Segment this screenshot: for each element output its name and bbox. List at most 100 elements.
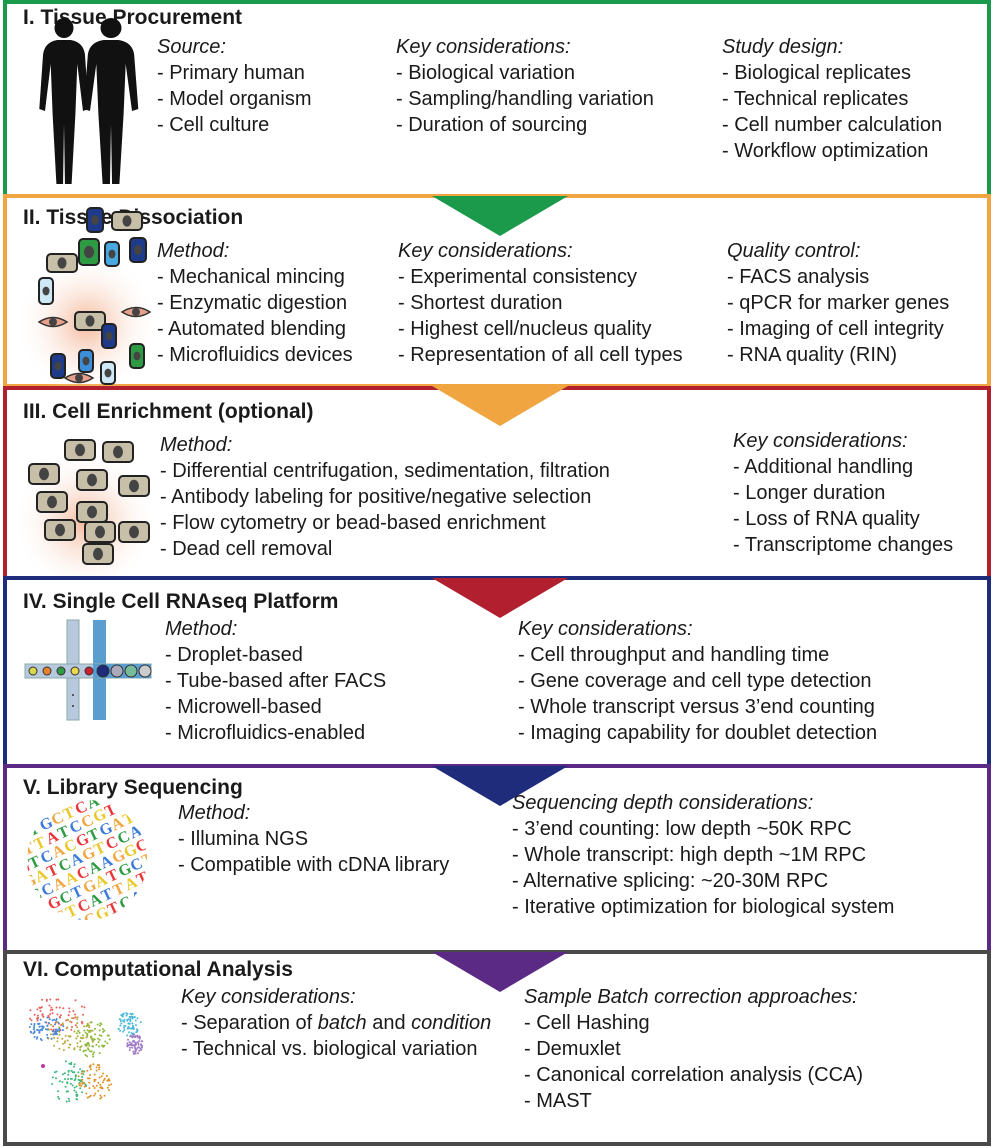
list-item: - Tube-based after FACS <box>165 670 387 692</box>
list-item: - qPCR for marker genes <box>727 292 950 314</box>
list-item: - Microwell-based <box>165 696 322 718</box>
list-item: - Microfluidics-enabled <box>165 722 366 744</box>
list-item: - Enzymatic digestion <box>157 292 348 314</box>
list-item: - MAST <box>524 1090 592 1112</box>
list-item: - Gene coverage and cell type detection <box>518 670 872 692</box>
column-2: Sequencing depth considerations: - 3’end … <box>512 790 894 920</box>
section-2: II. Tissue Dissociation Method: - Mechanic… <box>3 194 991 396</box>
list-item: - Imaging of cell integrity <box>727 318 944 340</box>
svg-text:C: C <box>54 800 72 810</box>
list-item: - Transcriptome changes <box>733 534 954 556</box>
column-label: Key considerations: <box>398 240 573 262</box>
list-item: - Cell culture <box>157 114 270 136</box>
column-3: Study design: - Biological replicates - Te… <box>722 34 942 164</box>
list-item: - Canonical correlation analysis (CCA) <box>524 1064 864 1086</box>
flow-arrow-icon <box>432 952 568 992</box>
svg-text:C: C <box>151 844 152 864</box>
list-item: - Microfluidics devices <box>157 344 353 366</box>
list-item: - Duration of sourcing <box>396 114 588 136</box>
svg-text:C: C <box>72 800 90 818</box>
svg-text:C: C <box>70 915 88 925</box>
column-1: Method: - Mechanical mincing - Enzymatic d… <box>157 238 353 368</box>
column-2: Sample Batch correction approaches: - Cel… <box>524 984 863 1114</box>
svg-text:C: C <box>140 882 152 902</box>
column-label: Sequencing depth considerations: <box>512 792 814 814</box>
section-3: III. Cell Enrichment (optional) Method: - … <box>3 386 991 594</box>
human-silhouettes-icon <box>19 14 149 199</box>
column-2: Key considerations: - Experimental consis… <box>398 238 683 368</box>
list-item: - Longer duration <box>733 482 886 504</box>
column-label: Method: <box>157 240 230 262</box>
column-1: Key considerations: - Separation of batch… <box>181 984 491 1062</box>
svg-text:C: C <box>135 901 152 921</box>
column-label: Source: <box>157 36 226 58</box>
section-title: VI. Computational Analysis <box>23 958 293 981</box>
list-item: - Additional handling <box>733 456 914 478</box>
list-item: - Technical vs. biological variation <box>181 1038 478 1060</box>
column-label: Quality control: <box>727 240 861 262</box>
svg-text:T: T <box>96 800 113 807</box>
tsne-scatter-icon <box>17 984 157 1129</box>
svg-text:C: C <box>81 910 99 925</box>
svg-text:T: T <box>28 918 45 925</box>
column-label: Method: <box>165 618 238 640</box>
list-item: - Biological replicates <box>722 62 911 84</box>
list-item: - Shortest duration <box>398 292 563 314</box>
column-label: Key considerations: <box>733 430 908 452</box>
column-label: Key considerations: <box>181 986 356 1008</box>
svg-text:G: G <box>40 912 59 925</box>
dna-sequence-icon: ACAAGGCTGATGTGATGCTCATTACATTATCCGTCACGTC… <box>27 800 152 930</box>
list-item: - Compatible with cDNA library <box>178 854 450 876</box>
svg-text:C: C <box>132 803 150 823</box>
list-item: - Automated blending <box>157 318 347 340</box>
column-label: Study design: <box>722 36 844 58</box>
svg-text:T: T <box>27 839 37 859</box>
list-item: - RNA quality (RIN) <box>727 344 898 366</box>
list-item: - FACS analysis <box>727 266 870 288</box>
list-item: - Antibody labeling for positive/negativ… <box>160 486 592 508</box>
section-title: I. Tissue Procurement <box>23 6 243 29</box>
svg-text:A: A <box>27 904 40 924</box>
column-2: Key considerations: - Biological variatio… <box>396 34 654 138</box>
section-title: III. Cell Enrichment (optional) <box>23 400 314 423</box>
svg-text:T: T <box>145 831 152 851</box>
svg-text:T: T <box>139 850 152 870</box>
column-3: Quality control: - FACS analysis - qPCR fo… <box>727 238 949 368</box>
column-1: Method: - Droplet-based - Tube-based after… <box>165 616 386 746</box>
list-item: - Cell Hashing <box>524 1012 650 1034</box>
flow-arrow-icon <box>432 766 568 806</box>
svg-text:T: T <box>58 921 75 925</box>
list-item: - Whole transcript versus 3’end counting <box>518 696 875 718</box>
list-item: - Cell number calculation <box>722 114 943 136</box>
list-item: - Iterative optimization for biological … <box>512 896 895 918</box>
list-item: - Alternative splicing: ~20-30M RPC <box>512 870 829 892</box>
column-label: Key considerations: <box>518 618 693 640</box>
svg-text:A: A <box>27 806 37 826</box>
list-item: - Technical replicates <box>722 88 909 110</box>
svg-text:T: T <box>123 907 140 925</box>
list-item: - Whole transcript: high depth ~1M RPC <box>512 844 867 866</box>
list-item: - Dead cell removal <box>160 538 333 560</box>
list-item: - Sampling/handling variation <box>396 88 654 110</box>
svg-text:A: A <box>111 912 129 925</box>
column-2: Key considerations: - Additional handling… <box>733 428 953 558</box>
svg-text:A: A <box>147 895 152 915</box>
column-1: Source: - Primary human - Model organism - … <box>157 34 312 138</box>
list-item: - Highest cell/nucleus quality <box>398 318 652 340</box>
section-title: IV. Single Cell RNAseq Platform <box>23 590 339 613</box>
column-label: Method: <box>160 434 233 456</box>
section-title: V. Library Sequencing <box>23 776 243 799</box>
list-item: - Biological variation <box>396 62 575 84</box>
list-item: - Illumina NGS <box>178 828 309 850</box>
svg-text:T: T <box>27 891 32 911</box>
list-item: - Model organism <box>157 88 312 110</box>
list-item: - Droplet-based <box>165 644 303 666</box>
flow-arrow-icon <box>432 386 568 426</box>
list-item: - Primary human <box>157 62 305 84</box>
svg-text:A: A <box>126 800 144 810</box>
column-label: Sample Batch correction approaches: <box>524 986 858 1008</box>
dissociated-cells-icon <box>15 194 167 399</box>
svg-text:C: C <box>146 863 152 883</box>
list-item: - Separation of batch and condition <box>181 1012 492 1034</box>
enriched-cells-icon <box>13 422 165 607</box>
